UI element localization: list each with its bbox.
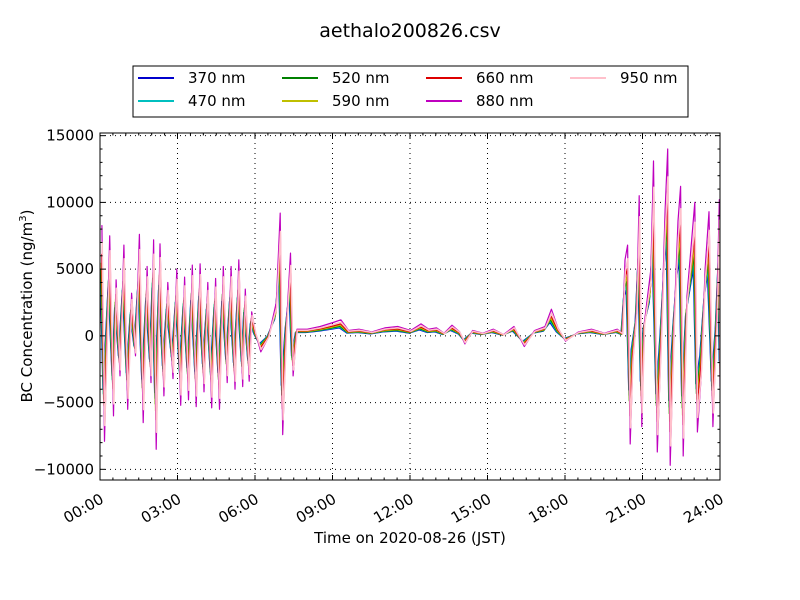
legend-label: 590 nm xyxy=(332,92,390,110)
x-tick-label: 03:00 xyxy=(138,490,184,527)
x-tick-label: 00:00 xyxy=(60,490,106,527)
y-tick-label: −5000 xyxy=(43,394,94,412)
x-tick-label: 12:00 xyxy=(370,490,416,527)
series-line-950-nm xyxy=(101,176,720,447)
legend-label: 470 nm xyxy=(188,92,246,110)
x-tick-label: 15:00 xyxy=(448,490,494,527)
legend-label: 520 nm xyxy=(332,69,390,87)
x-axis-label: Time on 2020-08-26 (JST) xyxy=(313,529,506,547)
legend-label: 370 nm xyxy=(188,69,246,87)
y-tick-label: 5000 xyxy=(56,260,94,278)
y-tick-label: −10000 xyxy=(34,460,94,478)
y-axis-label-sup: 3 xyxy=(18,215,29,221)
x-tick-label: 21:00 xyxy=(603,490,649,527)
chart-title: aethalo200826.csv xyxy=(319,20,501,42)
y-tick-label: 0 xyxy=(84,327,94,345)
x-tick-label: 18:00 xyxy=(525,490,571,527)
y-tick-label: 10000 xyxy=(46,193,94,211)
legend-label: 660 nm xyxy=(476,69,534,87)
legend-label: 880 nm xyxy=(476,92,534,110)
series-lines xyxy=(100,148,720,466)
x-tick-label: 06:00 xyxy=(215,490,261,527)
y-axis-label-end: ) xyxy=(18,210,36,216)
legend-label: 950 nm xyxy=(620,69,678,87)
x-tick-label: 09:00 xyxy=(293,490,339,527)
y-tick-label: 15000 xyxy=(46,127,94,145)
legend: 370 nm 470 nm 520 nm 590 nm 660 nm 880 nm 950 … xyxy=(132,65,689,118)
x-tick-label: 24:00 xyxy=(680,490,726,527)
legend-box xyxy=(132,65,689,118)
y-axis-label-main: BC Concentration (ng/m xyxy=(18,222,36,403)
y-axis-label: BC Concentration (ng/m3) xyxy=(18,210,36,403)
